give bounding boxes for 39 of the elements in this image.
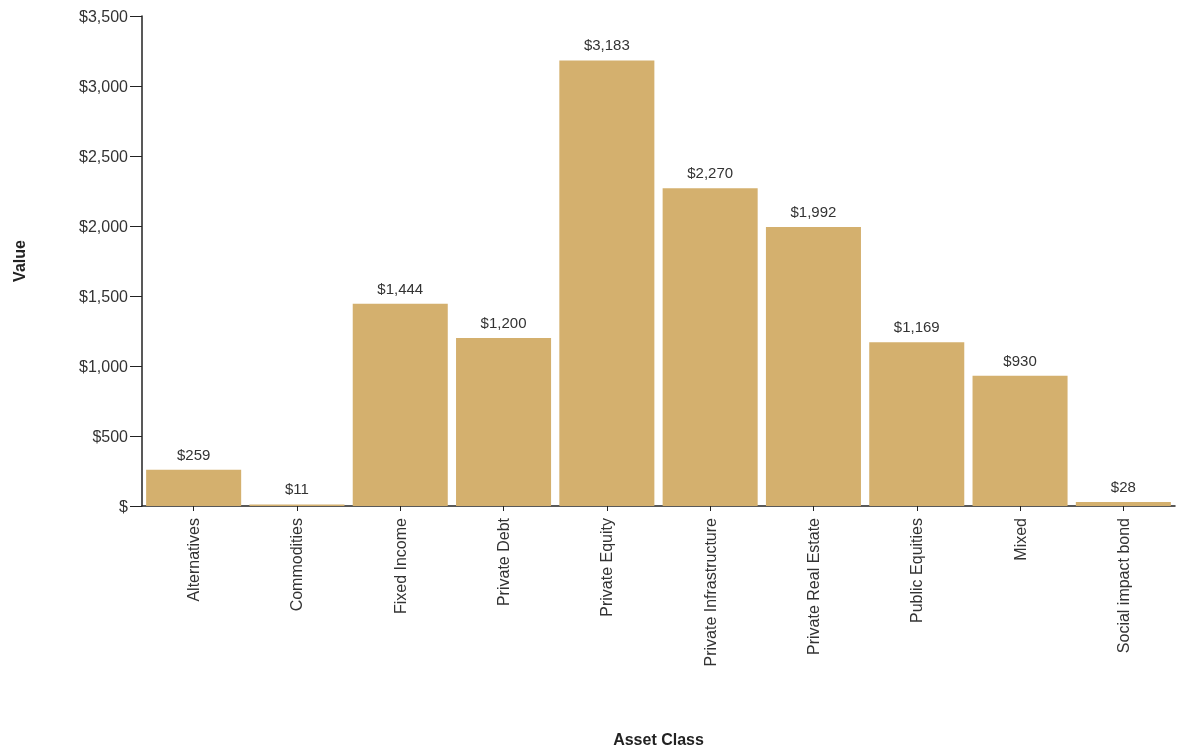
data-label: $1,444 [377,279,424,297]
y-tick-label: $ [119,497,129,515]
x-axis-title: Asset Class [613,730,704,748]
x-tick-label: Public Equities [908,518,926,623]
y-tick-label: $500 [92,427,129,445]
x-tick-label: Private Equity [598,518,616,617]
data-label: $2,270 [687,164,734,182]
data-label: $3,183 [583,36,630,54]
x-tick-label: Private Debt [495,517,513,607]
x-tick-label: Private Infrastructure [701,517,719,667]
x-tick-label: Fixed Income [391,517,409,615]
data-label: $1,200 [480,314,527,331]
bar [972,375,1068,506]
y-tick-label: $2,500 [79,147,129,165]
data-label: $1,992 [790,203,837,221]
x-tick-label: Social impact bond [1114,518,1132,654]
bar [765,227,861,506]
x-tick-label: Private Real Estate [804,517,822,655]
data-label: $259 [176,445,211,463]
y-tick-label: $2,000 [79,217,129,235]
bar [456,338,552,506]
y-tick-label: $3,000 [79,77,129,95]
data-label: $11 [284,480,309,498]
x-tick-label: Commodities [288,518,306,612]
data-label: $1,169 [893,318,940,336]
bar [662,188,758,506]
data-label: $930 [1003,351,1037,369]
y-axis-title: Value [10,240,28,282]
y-tick-label: $1,500 [79,287,129,305]
bar [352,303,448,506]
y-tick-label: $1,000 [79,357,129,375]
y-tick-label: $3,500 [79,7,129,25]
bar [869,342,965,506]
x-tick-label: Alternatives [185,518,203,602]
bar [146,469,242,506]
bar [559,60,655,506]
x-tick-label: Mixed [1011,518,1029,561]
data-label: $28 [1110,478,1136,496]
bar [1075,502,1171,506]
